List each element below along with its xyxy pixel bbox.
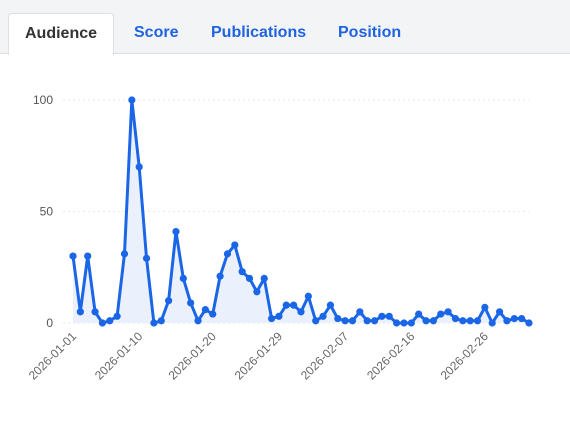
data-point [179, 274, 187, 282]
audience-chart: 0 50 100 2026-01-01 2026-01-10 2026-01-20 2026… [0, 55, 570, 434]
data-point [275, 312, 283, 320]
data-point [187, 299, 195, 307]
data-point [356, 308, 364, 316]
data-point [437, 310, 445, 318]
tab-position[interactable]: Position [338, 24, 402, 41]
data-point [312, 317, 320, 325]
data-point [393, 319, 401, 327]
data-point [150, 319, 158, 327]
data-point [488, 319, 496, 327]
data-point [510, 314, 518, 323]
data-point [120, 250, 129, 258]
data-point [495, 308, 504, 316]
data-point [194, 317, 202, 325]
data-point [444, 308, 452, 316]
data-point [209, 310, 217, 318]
y-tick-label: 0 [46, 316, 53, 330]
tab-audience[interactable]: Audience [8, 13, 115, 55]
data-point [326, 301, 335, 309]
data-point [76, 308, 84, 316]
data-point [201, 306, 209, 314]
data-point [231, 241, 239, 249]
data-point [407, 319, 415, 327]
tab-score[interactable]: Score [134, 24, 179, 41]
x-tick-label: 2026-02-07 [298, 329, 352, 383]
data-point [341, 317, 349, 325]
data-point [98, 319, 107, 327]
data-point [260, 274, 268, 282]
x-tick-label: 2026-01-10 [92, 329, 146, 383]
x-tick-label: 2026-02-26 [438, 329, 492, 383]
data-point [282, 301, 290, 309]
data-point [503, 317, 511, 325]
data-point [297, 308, 305, 316]
data-point [363, 317, 371, 325]
data-point [238, 268, 246, 276]
data-point [84, 252, 92, 260]
data-point [415, 310, 423, 318]
data-point [451, 314, 460, 323]
data-point [466, 317, 474, 325]
data-point [370, 317, 379, 325]
data-point [113, 312, 121, 320]
data-point [422, 317, 430, 325]
data-point [245, 274, 254, 282]
tab-bar: Audience Score Publications Position [0, 0, 570, 55]
data-point [106, 317, 114, 325]
data-point [253, 288, 261, 296]
data-point [157, 317, 165, 325]
data-point [385, 312, 393, 320]
data-point [334, 314, 342, 323]
data-point [69, 252, 77, 260]
data-point [135, 163, 143, 171]
y-tick-label: 50 [40, 205, 54, 219]
data-point [91, 308, 99, 316]
y-tick-label: 100 [33, 93, 53, 107]
data-point [267, 314, 276, 323]
data-point [525, 319, 533, 327]
data-point [348, 317, 357, 325]
data-point [459, 317, 467, 325]
data-point [319, 312, 327, 320]
data-point [142, 254, 151, 262]
data-point [481, 303, 489, 311]
data-point [165, 297, 173, 305]
data-point [400, 319, 408, 327]
data-point [429, 317, 437, 325]
data-point [378, 312, 386, 320]
data-point [216, 272, 224, 280]
x-tick-label: 2026-01-01 [26, 329, 80, 383]
data-point [172, 227, 180, 236]
data-point [304, 292, 312, 300]
data-point [223, 250, 232, 258]
x-tick-label: 2026-01-20 [166, 329, 220, 383]
data-point [290, 301, 298, 309]
data-point [128, 96, 136, 104]
data-point [518, 314, 526, 323]
x-tick-label: 2026-01-29 [232, 329, 286, 383]
data-point [473, 317, 482, 325]
x-tick-label: 2026-02-16 [364, 329, 418, 383]
tab-publications[interactable]: Publications [211, 24, 307, 41]
